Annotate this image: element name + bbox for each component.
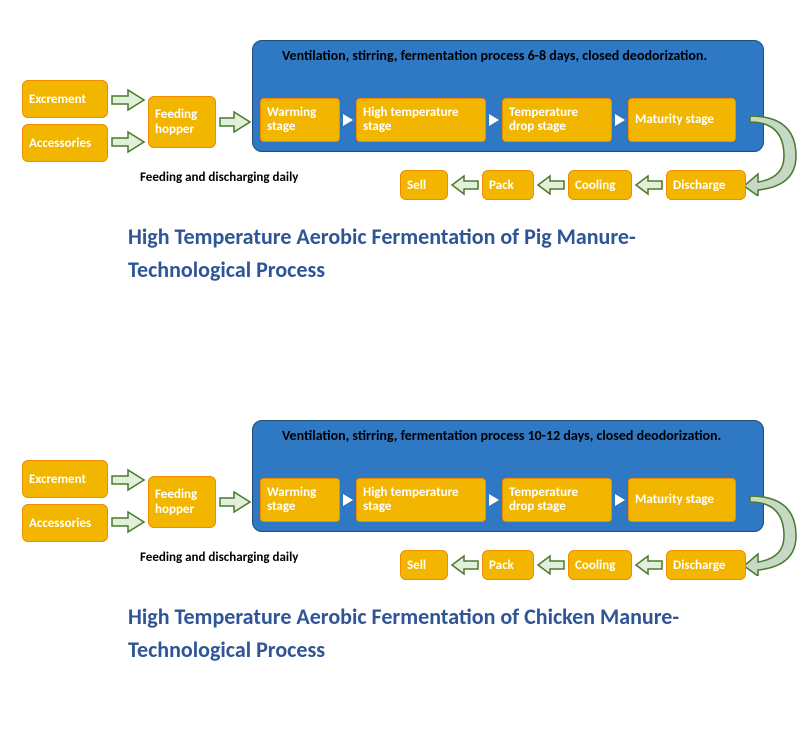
arrow-right	[110, 468, 146, 492]
stage-label: Temperature drop stage	[509, 486, 605, 515]
mini-arrow-right	[489, 494, 499, 506]
stage-high-temp: High temperature stage	[356, 478, 486, 522]
node-sell: Sell	[400, 550, 448, 580]
arrow-left	[634, 554, 664, 576]
stage-label: Maturity stage	[635, 113, 714, 127]
mini-arrow-right	[615, 114, 625, 126]
stage-maturity: Maturity stage	[628, 98, 736, 142]
stage-label: High temperature stage	[363, 106, 479, 135]
stage-warming: Warming stage	[260, 98, 340, 142]
node-label: Discharge	[673, 178, 725, 193]
node-discharge: Discharge	[666, 170, 746, 200]
mini-arrow-right	[343, 494, 353, 506]
node-cooling: Cooling	[568, 550, 632, 580]
node-label: Excrement	[29, 472, 86, 487]
node-pack: Pack	[482, 550, 534, 580]
node-label: Feeding hopper	[155, 487, 209, 517]
node-excrement: Excrement	[22, 460, 108, 498]
stage-row: Warming stage High temperature stage Tem…	[260, 98, 736, 142]
node-discharge: Discharge	[666, 550, 746, 580]
node-label: Sell	[407, 558, 426, 573]
node-label: Sell	[407, 178, 426, 193]
diagram-title: High Temperature Aerobic Fermentation of…	[128, 600, 688, 666]
stage-row: Warming stage High temperature stage Tem…	[260, 478, 736, 522]
node-label: Discharge	[673, 558, 725, 573]
node-accessories: Accessories	[22, 504, 108, 542]
node-label: Feeding hopper	[155, 107, 209, 137]
arrow-left	[634, 174, 664, 196]
stage-temp-drop: Temperature drop stage	[502, 98, 612, 142]
arrow-left	[536, 554, 566, 576]
stage-label: Warming stage	[267, 106, 333, 135]
stage-label: Temperature drop stage	[509, 106, 605, 135]
mini-arrow-right	[489, 114, 499, 126]
arrow-left	[450, 174, 480, 196]
stage-temp-drop: Temperature drop stage	[502, 478, 612, 522]
stage-high-temp: High temperature stage	[356, 98, 486, 142]
node-cooling: Cooling	[568, 170, 632, 200]
node-label: Accessories	[29, 516, 91, 531]
arrow-left	[450, 554, 480, 576]
mini-arrow-right	[343, 114, 353, 126]
node-accessories: Accessories	[22, 124, 108, 162]
stage-maturity: Maturity stage	[628, 478, 736, 522]
node-excrement: Excrement	[22, 80, 108, 118]
stage-warming: Warming stage	[260, 478, 340, 522]
node-feeding-hopper: Feeding hopper	[148, 476, 216, 528]
diagram-title: High Temperature Aerobic Fermentation of…	[128, 220, 688, 286]
curve-arrow-down	[744, 116, 800, 201]
stage-label: Warming stage	[267, 486, 333, 515]
node-label: Cooling	[575, 178, 615, 193]
arrow-right	[110, 510, 146, 534]
curve-arrow-down	[744, 496, 800, 581]
node-label: Cooling	[575, 558, 615, 573]
stage-label: High temperature stage	[363, 486, 479, 515]
arrow-right	[110, 88, 146, 112]
arrow-left	[536, 174, 566, 196]
node-sell: Sell	[400, 170, 448, 200]
feeding-caption: Feeding and discharging daily	[140, 170, 298, 185]
node-pack: Pack	[482, 170, 534, 200]
mini-arrow-right	[615, 494, 625, 506]
node-feeding-hopper: Feeding hopper	[148, 96, 216, 148]
arrow-right	[218, 490, 252, 514]
node-label: Pack	[489, 558, 514, 573]
node-label: Accessories	[29, 136, 91, 151]
arrow-right	[110, 130, 146, 154]
feeding-caption: Feeding and discharging daily	[140, 550, 298, 565]
fermenter-header: Ventilation, stirring, fermentation proc…	[263, 427, 753, 445]
arrow-right	[218, 110, 252, 134]
fermenter-header: Ventilation, stirring, fermentation proc…	[263, 47, 753, 65]
stage-label: Maturity stage	[635, 493, 714, 507]
node-label: Pack	[489, 178, 514, 193]
node-label: Excrement	[29, 92, 86, 107]
